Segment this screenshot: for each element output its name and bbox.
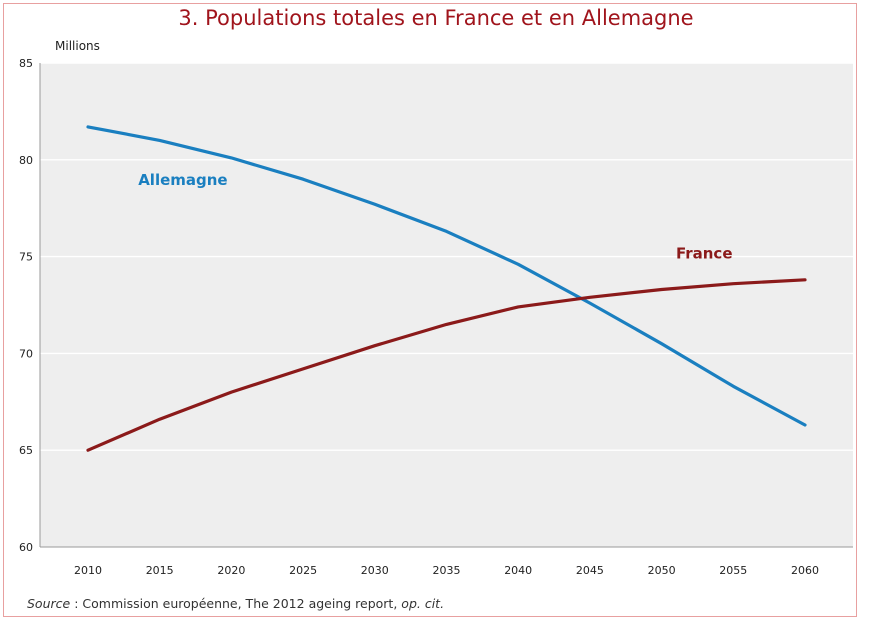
y-tick-70: 70 xyxy=(19,347,33,360)
source-suffix: op. cit. xyxy=(401,596,445,611)
chart-frame xyxy=(3,3,857,617)
y-axis-unit-label: Millions xyxy=(55,39,100,53)
series-lines xyxy=(86,125,807,452)
source-prefix: Source xyxy=(27,596,71,611)
y-tick-65: 65 xyxy=(19,444,33,457)
x-tick-2045: 2045 xyxy=(576,564,604,577)
series-labels: Allemagne France xyxy=(138,171,732,263)
x-tick-2025: 2025 xyxy=(289,564,317,577)
x-tick-2060: 2060 xyxy=(791,564,819,577)
x-tick-2010: 2010 xyxy=(74,564,102,577)
y-tick-60: 60 xyxy=(19,541,33,554)
chart-title: 3. Populations totales en France et en A… xyxy=(178,6,694,30)
series-line-france xyxy=(86,278,807,452)
y-tick-85: 85 xyxy=(19,57,33,70)
source-body: Commission européenne, The 2012 ageing r… xyxy=(82,596,398,611)
grid-lines xyxy=(39,62,853,548)
plot-area xyxy=(40,63,853,547)
x-tick-2020: 2020 xyxy=(217,564,245,577)
x-tick-2030: 2030 xyxy=(361,564,389,577)
x-tick-2050: 2050 xyxy=(648,564,676,577)
y-axis-ticks: 60 65 70 75 80 85 xyxy=(19,57,33,554)
series-label-allemagne: Allemagne xyxy=(138,171,227,189)
source-note: Source : Commission européenne, The 2012… xyxy=(27,596,444,611)
source-separator: : xyxy=(70,596,83,611)
y-tick-80: 80 xyxy=(19,154,33,167)
x-axis-ticks: 2010 2015 2020 2025 2030 2035 2040 2045 2050 2055… xyxy=(74,564,819,577)
series-label-france: France xyxy=(676,245,733,263)
x-tick-2035: 2035 xyxy=(433,564,461,577)
series-line-allemagne xyxy=(86,125,807,427)
x-tick-2015: 2015 xyxy=(146,564,174,577)
x-tick-2055: 2055 xyxy=(719,564,747,577)
y-tick-75: 75 xyxy=(19,251,33,264)
x-tick-2040: 2040 xyxy=(504,564,532,577)
